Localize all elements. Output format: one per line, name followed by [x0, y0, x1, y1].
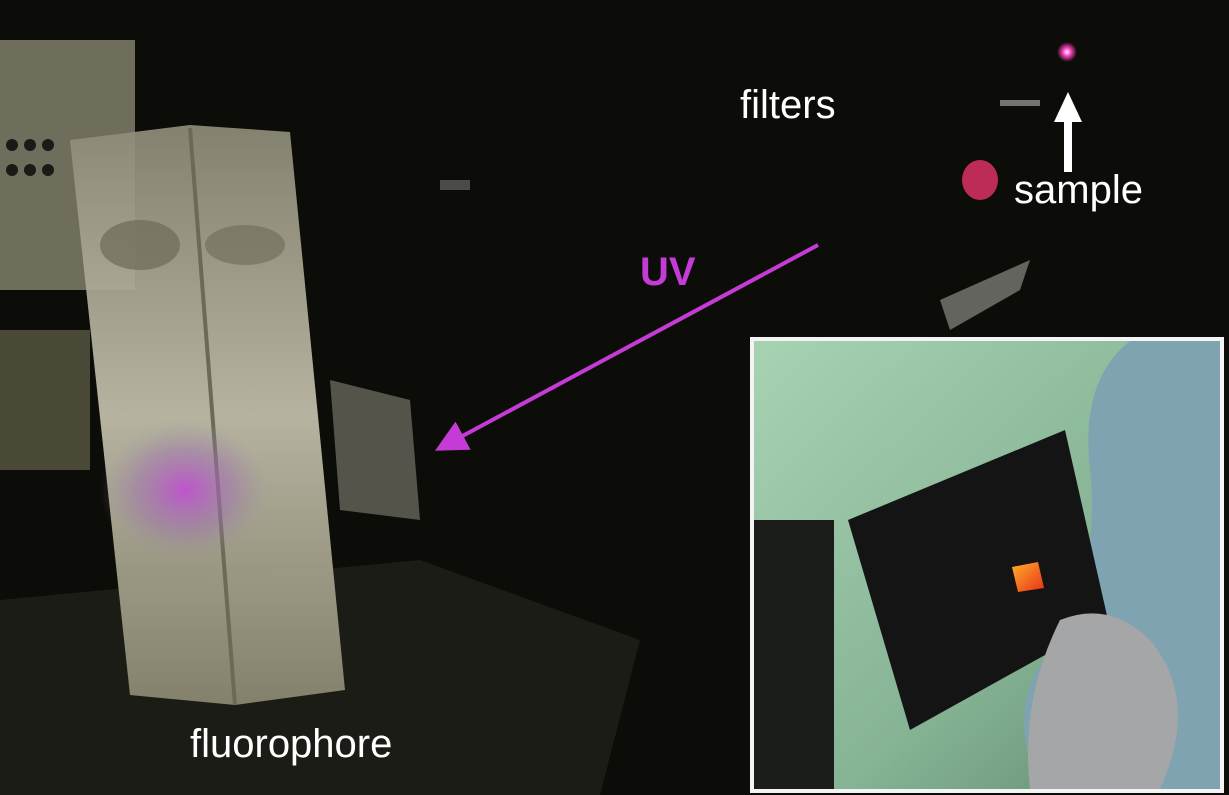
label-fluorophore: fluorophore	[190, 722, 392, 766]
red-light	[962, 160, 998, 200]
fluorescence	[100, 420, 270, 560]
label-filters: filters	[740, 83, 836, 127]
meniscus	[205, 225, 285, 265]
photo: filters sample UV fluorophore	[0, 0, 1229, 795]
holder	[330, 380, 420, 520]
sample-spot	[1057, 42, 1077, 62]
optic-reflection	[1000, 100, 1040, 106]
inset	[752, 339, 1222, 791]
page: filters sample UV fluorophore (() => { c…	[0, 0, 1229, 795]
label-uv: UV	[640, 250, 696, 294]
meniscus	[100, 220, 180, 270]
label-sample: sample	[1014, 168, 1143, 212]
instrument-lower	[0, 330, 90, 470]
optic-reflection	[440, 180, 470, 190]
